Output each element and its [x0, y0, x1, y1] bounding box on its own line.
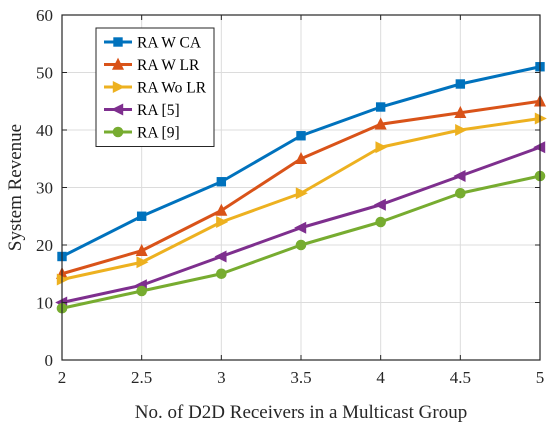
x-tick-label: 4 — [376, 368, 385, 387]
data-point — [215, 203, 228, 216]
data-point — [453, 169, 466, 183]
data-point — [294, 221, 307, 234]
legend-item: RA Wo LR — [104, 80, 207, 97]
y-tick-label: 30 — [36, 179, 53, 198]
x-tick-label: 3 — [217, 368, 226, 387]
x-tick-label: 3.5 — [290, 368, 311, 387]
x-tick-label: 2.5 — [131, 368, 152, 387]
data-point — [296, 131, 306, 141]
series-1 — [55, 94, 547, 279]
data-point — [136, 285, 147, 297]
data-point — [295, 239, 307, 251]
legend-label: RA [9] — [137, 125, 180, 142]
x-tick-label: 4.5 — [450, 368, 471, 387]
data-point — [375, 141, 388, 154]
legend-marker — [111, 103, 124, 116]
x-tick-label: 2 — [58, 368, 67, 387]
legend-marker — [113, 37, 123, 47]
legend-marker — [111, 57, 125, 70]
data-point — [375, 216, 386, 228]
y-tick-label: 50 — [36, 64, 53, 83]
data-point — [373, 198, 386, 211]
legend-label: RA W LR — [137, 57, 200, 74]
data-point — [374, 117, 387, 130]
data-point — [216, 177, 227, 187]
data-point — [454, 105, 467, 118]
data-point — [136, 256, 149, 269]
data-point — [294, 151, 308, 164]
legend-item: RA W LR — [104, 57, 200, 74]
legend-item: RA W CA — [104, 35, 202, 52]
y-axis-label: System Revenue — [5, 124, 26, 251]
y-tick-label: 40 — [36, 121, 53, 140]
y-tick-label: 20 — [36, 236, 53, 255]
x-tick-label: 5 — [536, 368, 545, 387]
data-point — [214, 250, 227, 263]
data-point — [455, 123, 468, 137]
data-point — [455, 187, 466, 199]
legend-marker — [112, 80, 125, 94]
legend-item: RA [9] — [104, 125, 180, 142]
legend-item: RA [5] — [104, 102, 180, 119]
data-point — [136, 211, 147, 221]
data-point — [375, 102, 386, 112]
data-point — [216, 268, 227, 280]
legend: RA W CA RA W LR RA Wo LR RA [5] RA [9] — [95, 27, 215, 147]
data-point — [216, 215, 229, 229]
data-point — [455, 79, 466, 89]
y-tick-label: 10 — [36, 294, 53, 313]
x-axis-label: No. of D2D Receivers in a Multicast Grou… — [135, 402, 467, 423]
legend-label: RA [5] — [137, 102, 180, 119]
series-4 — [56, 170, 546, 314]
legend-marker — [112, 126, 124, 138]
data-point — [135, 243, 148, 256]
legend-label: RA Wo LR — [137, 80, 207, 97]
data-point — [295, 187, 308, 200]
y-tick-label: 0 — [45, 351, 54, 370]
legend-label: RA W CA — [137, 35, 202, 52]
y-tick-label: 60 — [36, 6, 53, 25]
series-group — [55, 62, 547, 314]
